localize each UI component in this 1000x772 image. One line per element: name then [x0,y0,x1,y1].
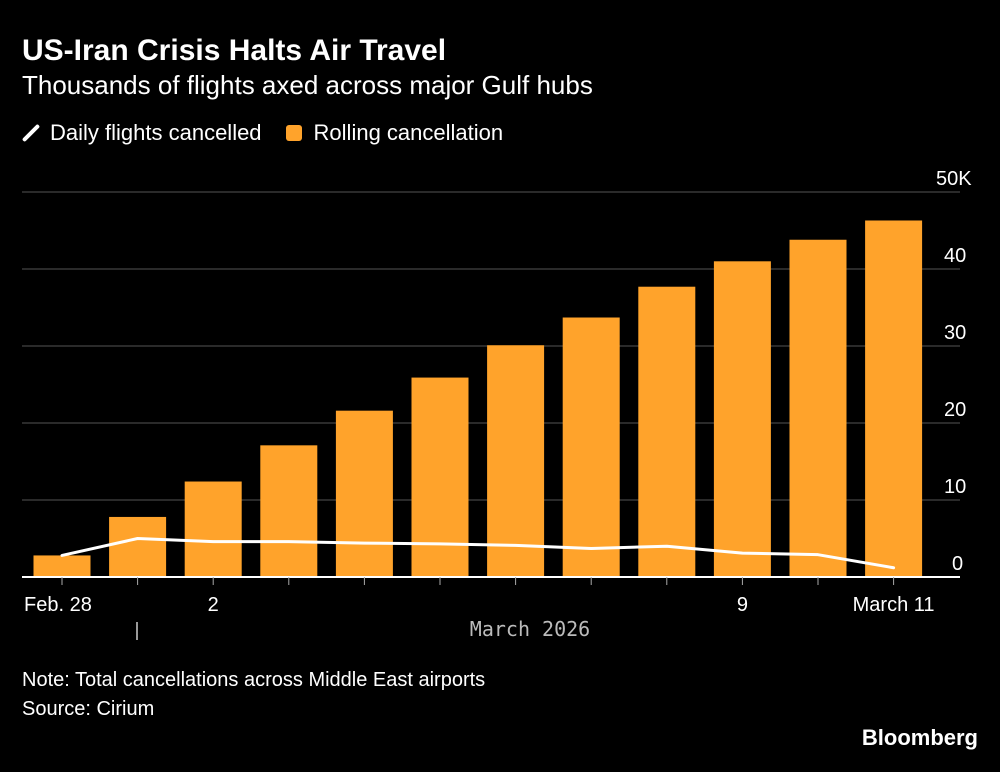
legend: Daily flights cancelled Rolling cancella… [22,120,527,146]
bar [638,286,696,577]
x-tick-label: Feb. 28 [24,594,92,616]
chart-source: Source: Cirium [22,698,155,720]
bar [789,239,847,578]
bar [713,261,771,577]
bar [335,410,393,577]
x-tick-label: 2 [208,594,219,616]
bar [865,220,923,578]
legend-bar-label: Rolling cancellation [313,120,504,145]
x-period-label: March 2026 [470,617,590,641]
y-tick-label: 30 [944,322,966,344]
y-tick-label: 40 [944,245,966,267]
bar [487,345,545,577]
bar [184,481,242,577]
line-series [60,537,896,570]
x-tick-label: 9 [737,594,748,616]
brand-logo: Bloomberg [861,725,978,750]
chart-area: 0 10 20 30 40 50K Feb. 28 2 9 March 11 March 2026 [22,168,972,641]
chart-subtitle: Thousands of flights axed across major G… [22,70,593,100]
y-tick-label: 10 [944,476,966,498]
bar-swatch-icon [285,125,302,141]
bar [109,516,167,577]
y-tick-label: 20 [944,399,966,421]
bar [411,377,469,577]
chart-note: Note: Total cancellations across Middle … [22,669,486,691]
bar [33,555,91,577]
legend-item-bar: Rolling cancellation [285,120,504,146]
bar [260,445,318,577]
chart-title: US-Iran Crisis Halts Air Travel [22,34,447,67]
x-tick-label: March 11 [853,594,935,616]
legend-item-line: Daily flights cancelled [22,120,262,146]
y-tick-label: 50K [936,168,972,190]
bar [562,317,620,577]
legend-line-label: Daily flights cancelled [50,120,262,145]
y-tick-label: 0 [952,553,963,575]
